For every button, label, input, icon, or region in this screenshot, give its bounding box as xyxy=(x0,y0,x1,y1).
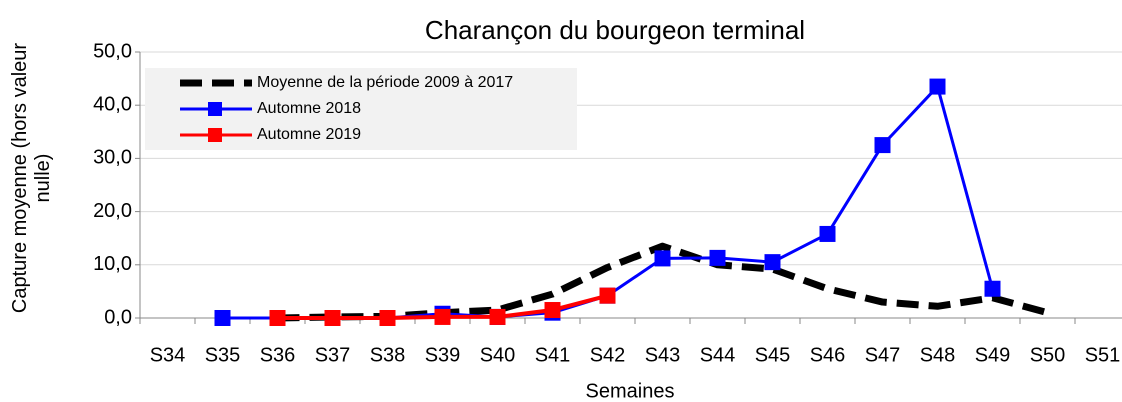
y-tick-label: 40,0 xyxy=(93,93,132,115)
point xyxy=(489,308,506,325)
x-tick-label: S39 xyxy=(425,344,461,366)
x-tick-label: S44 xyxy=(700,344,736,366)
y-tick-label: 20,0 xyxy=(93,200,132,222)
legend-label: Moyenne de la période 2009 à 2017 xyxy=(257,74,513,91)
point xyxy=(214,310,231,326)
x-tick-label: S38 xyxy=(370,344,406,366)
x-tick-label: S37 xyxy=(315,344,351,366)
x-tick-label: S46 xyxy=(810,344,846,366)
point xyxy=(984,280,1001,297)
legend-marker xyxy=(208,102,222,116)
legend-label: Automne 2019 xyxy=(257,126,361,143)
x-tick-label: S43 xyxy=(645,344,681,366)
y-tick-label: 10,0 xyxy=(93,253,132,275)
x-tick-label: S45 xyxy=(755,344,791,366)
y-tick-label: 0,0 xyxy=(104,306,132,328)
x-tick-label: S42 xyxy=(590,344,626,366)
y-tick-label: 50,0 xyxy=(93,40,132,62)
x-tick-label: S34 xyxy=(150,344,186,366)
point xyxy=(929,78,946,95)
point xyxy=(324,310,341,326)
y-tick-label: 30,0 xyxy=(93,147,132,169)
point xyxy=(434,308,451,325)
point xyxy=(654,250,671,267)
legend-label: Automne 2018 xyxy=(257,100,361,117)
y-axis-label: Capture moyenne (hors valeur nulle) xyxy=(9,42,54,314)
chart-title: Charançon du bourgeon terminal xyxy=(425,15,805,45)
x-tick-label: S35 xyxy=(205,344,241,366)
point xyxy=(819,225,836,242)
x-tick-label: S36 xyxy=(260,344,296,366)
legend-marker xyxy=(208,128,222,142)
point xyxy=(544,302,561,319)
x-tick-label: S41 xyxy=(535,344,571,366)
x-tick-label: S50 xyxy=(1030,344,1066,366)
point xyxy=(599,287,616,304)
point xyxy=(379,310,396,326)
x-tick-label: S51 xyxy=(1085,344,1121,366)
x-axis-label: Semaines xyxy=(586,380,675,402)
x-tick-label: S47 xyxy=(865,344,901,366)
point xyxy=(764,254,781,271)
x-tick-label: S40 xyxy=(480,344,516,366)
point xyxy=(709,249,726,266)
point xyxy=(874,137,891,154)
point xyxy=(269,310,286,326)
x-tick-label: S49 xyxy=(975,344,1011,366)
x-tick-label: S48 xyxy=(920,344,956,366)
